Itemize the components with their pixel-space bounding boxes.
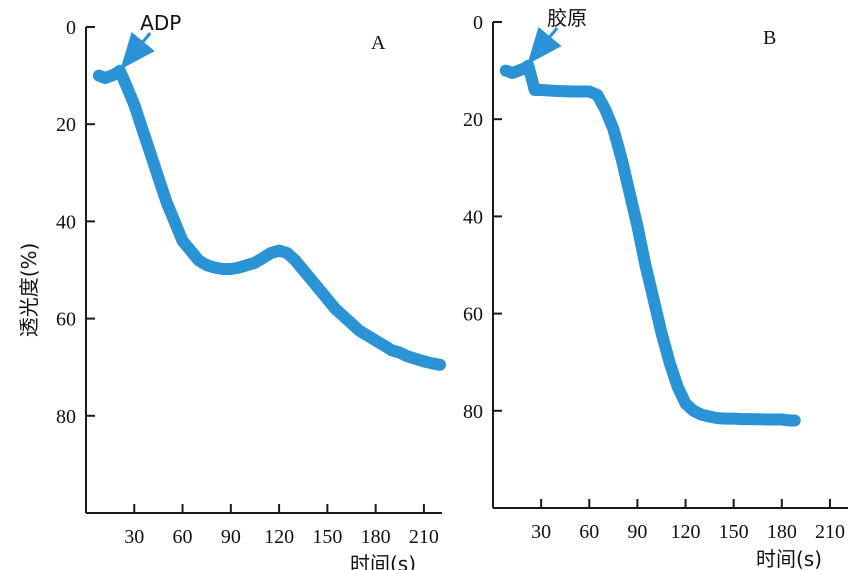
panel-b-x-tick-label: 120 (671, 521, 701, 543)
panel-a-x-tick-label: 30 (124, 526, 144, 548)
panel-a-y-tick-label: 40 (56, 211, 76, 233)
panel-a-annotation-arrow (120, 32, 155, 70)
panel-a-y-tick-label: 80 (56, 406, 76, 428)
panel-b-x-tick-label: 60 (579, 521, 599, 543)
panel-b-y-tick-label: 40 (463, 206, 483, 228)
panel-b-y-tick-label: 60 (463, 304, 483, 326)
panel-b-trace-line (499, 59, 801, 427)
panel-b-y-tick-label: 20 (463, 109, 483, 131)
panel-b-y-tick-label: 80 (463, 401, 483, 423)
panel-a-x-axis-label: 时间(s) (350, 552, 416, 570)
panel-b-y-tick-label: 0 (473, 12, 483, 34)
panel-a-y-tick-label: 60 (56, 309, 76, 331)
panel-b-x-tick-label: 180 (767, 521, 797, 543)
panel-a-x-tick-label: 90 (221, 526, 241, 548)
panel-a-x-tick-label: 120 (264, 526, 294, 548)
panel-a-x-tick-label: 60 (173, 526, 193, 548)
panel-a-x-tick-label: 180 (361, 526, 391, 548)
panel-b-label: B (763, 27, 776, 49)
panel-b-x-tick-label: 30 (531, 521, 551, 543)
panel-a-y-axis-label: 透光度(%) (17, 243, 41, 338)
panel-a-annotation-label: ADP (140, 11, 181, 35)
panel-a-label: A (371, 32, 386, 54)
panel-b-x-tick-label: 150 (719, 521, 749, 543)
panel-b-x-axis-label: 时间(s) (756, 547, 822, 570)
panel-b-x-tick-label: 90 (627, 521, 647, 543)
panel-b-annotation-label: 胶原 (547, 6, 587, 30)
panel-a-x-tick-label: 210 (409, 526, 439, 548)
panel-a-trace-line (92, 64, 446, 371)
panel-a-y-tick-label: 0 (66, 17, 76, 39)
panel-b-x-tick-label: 210 (815, 521, 845, 543)
panel-a-x-tick-label: 150 (312, 526, 342, 548)
panel-b-annotation-arrow (527, 27, 562, 65)
panel-a-y-tick-label: 20 (56, 114, 76, 136)
